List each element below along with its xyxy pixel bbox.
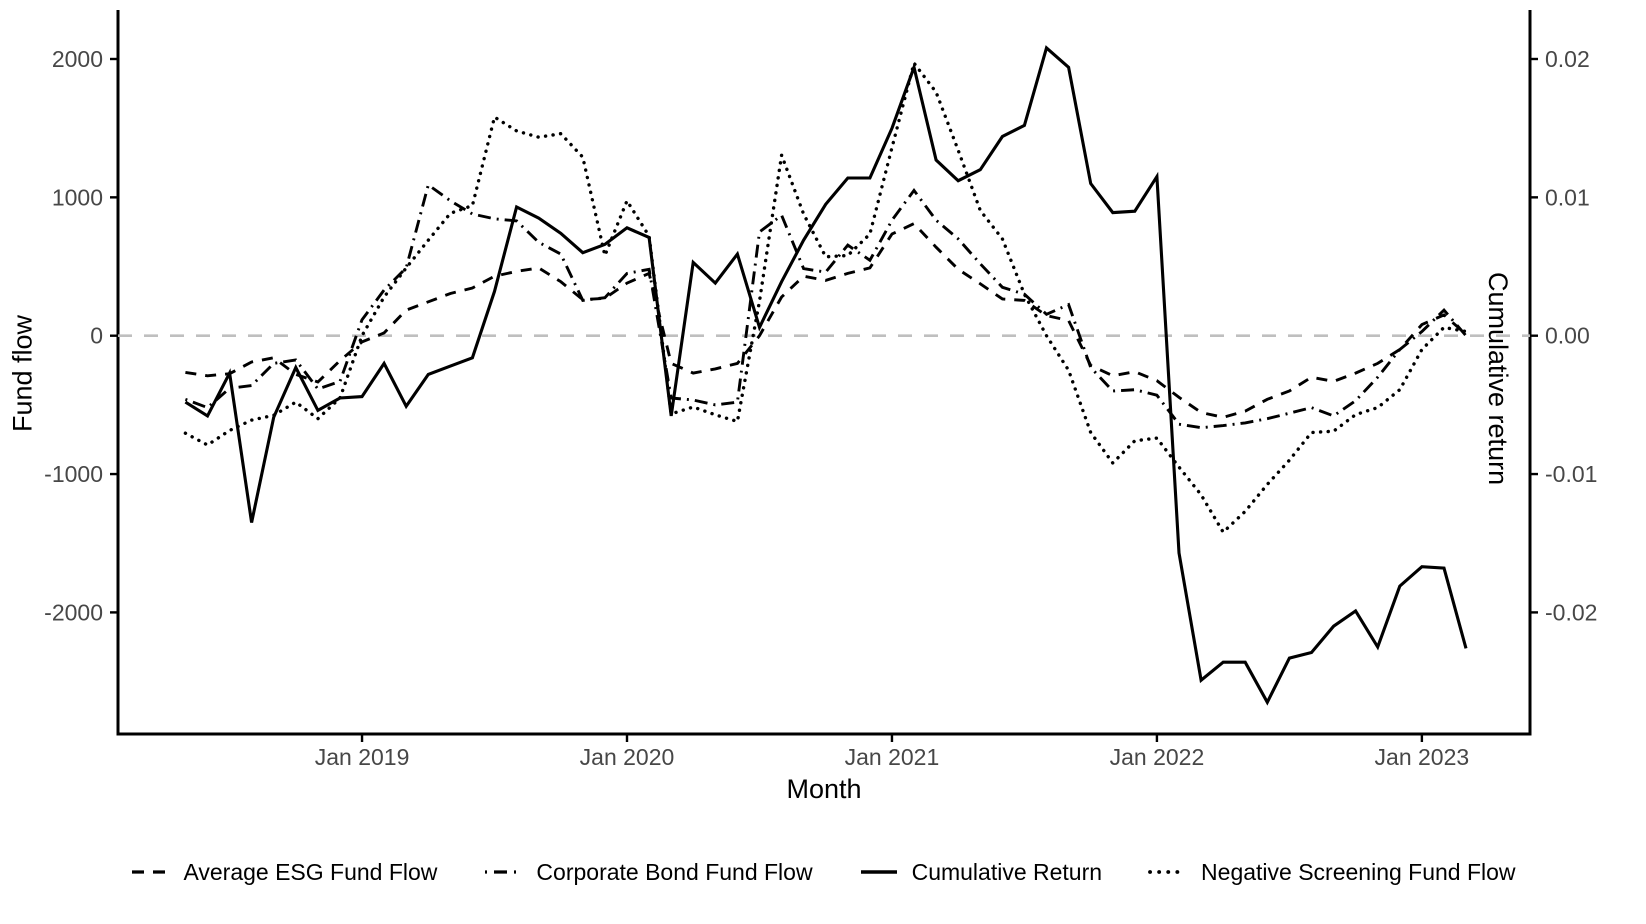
y-right-tick-label: -0.01 — [1545, 461, 1597, 487]
series-line-cumulative-return — [184, 45, 1468, 706]
x-axis-title: Month — [786, 774, 862, 804]
legend-item-cumulative-return: Cumulative Return — [859, 859, 1102, 886]
legend-item-average-esg: Average ESG Fund Flow — [130, 859, 437, 886]
x-tick-label: Jan 2020 — [580, 744, 675, 770]
y-right-tick-label: 0.01 — [1545, 184, 1590, 210]
legend-item-negative-screening: Negative Screening Fund Flow — [1148, 859, 1516, 886]
x-tick-label: Jan 2022 — [1110, 744, 1205, 770]
x-tick-label: Jan 2023 — [1375, 744, 1470, 770]
legend-label-negative-screening: Negative Screening Fund Flow — [1201, 858, 1516, 885]
legend-label-corporate-bond: Corporate Bond Fund Flow — [536, 858, 813, 885]
legend-item-corporate-bond: Corporate Bond Fund Flow — [483, 858, 813, 886]
x-tick-label: Jan 2019 — [315, 744, 410, 770]
legend-swatch-dashdot-icon — [485, 870, 522, 874]
legend-swatch-solid-icon — [860, 870, 897, 874]
y-right-tick-label: 0.00 — [1545, 323, 1590, 349]
legend-swatch-dashed-icon — [132, 870, 169, 874]
y-right-tick-label: 0.02 — [1545, 46, 1590, 72]
y-left-tick-label: 0 — [90, 323, 103, 349]
legend-swatch-dotted-icon — [1148, 870, 1188, 874]
y-right-tick-label: -0.02 — [1545, 599, 1597, 625]
y-axis-title-right: Cumulative return — [1483, 272, 1513, 486]
legend: Average ESG Fund Flow Corporate Bond Fun… — [0, 846, 1646, 898]
y-left-tick-label: 2000 — [52, 46, 103, 72]
series-line-average-esg-fund-flow — [185, 221, 1467, 419]
y-left-tick-label: -1000 — [44, 461, 103, 487]
y-left-tick-label: -2000 — [44, 599, 103, 625]
legend-label-cumulative-return: Cumulative Return — [911, 858, 1103, 885]
x-tick-label: Jan 2021 — [845, 744, 940, 770]
y-axis-title-left: Fund flow — [7, 314, 38, 433]
legend-label-average-esg: Average ESG Fund Flow — [183, 858, 438, 885]
y-left-tick-label: 1000 — [52, 184, 103, 210]
